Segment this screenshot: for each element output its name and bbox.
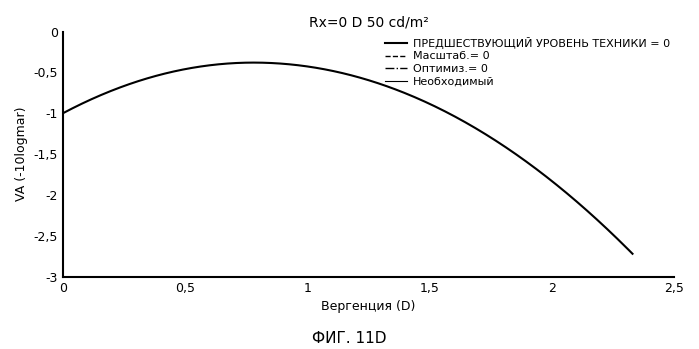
Title: Rx=0 D 50 cd/m²: Rx=0 D 50 cd/m² <box>309 15 428 29</box>
Y-axis label: VA (-10logmar): VA (-10logmar) <box>15 107 28 201</box>
Legend: ПРЕДШЕСТВУЮЩИЙ УРОВЕНЬ ТЕХНИКИ = 0, Масштаб.= 0, Оптимиз.= 0, Необходимый: ПРЕДШЕСТВУЮЩИЙ УРОВЕНЬ ТЕХНИКИ = 0, Масш… <box>381 32 675 91</box>
Text: ФИГ. 11D: ФИГ. 11D <box>312 331 387 346</box>
X-axis label: Вергенция (D): Вергенция (D) <box>322 300 416 313</box>
